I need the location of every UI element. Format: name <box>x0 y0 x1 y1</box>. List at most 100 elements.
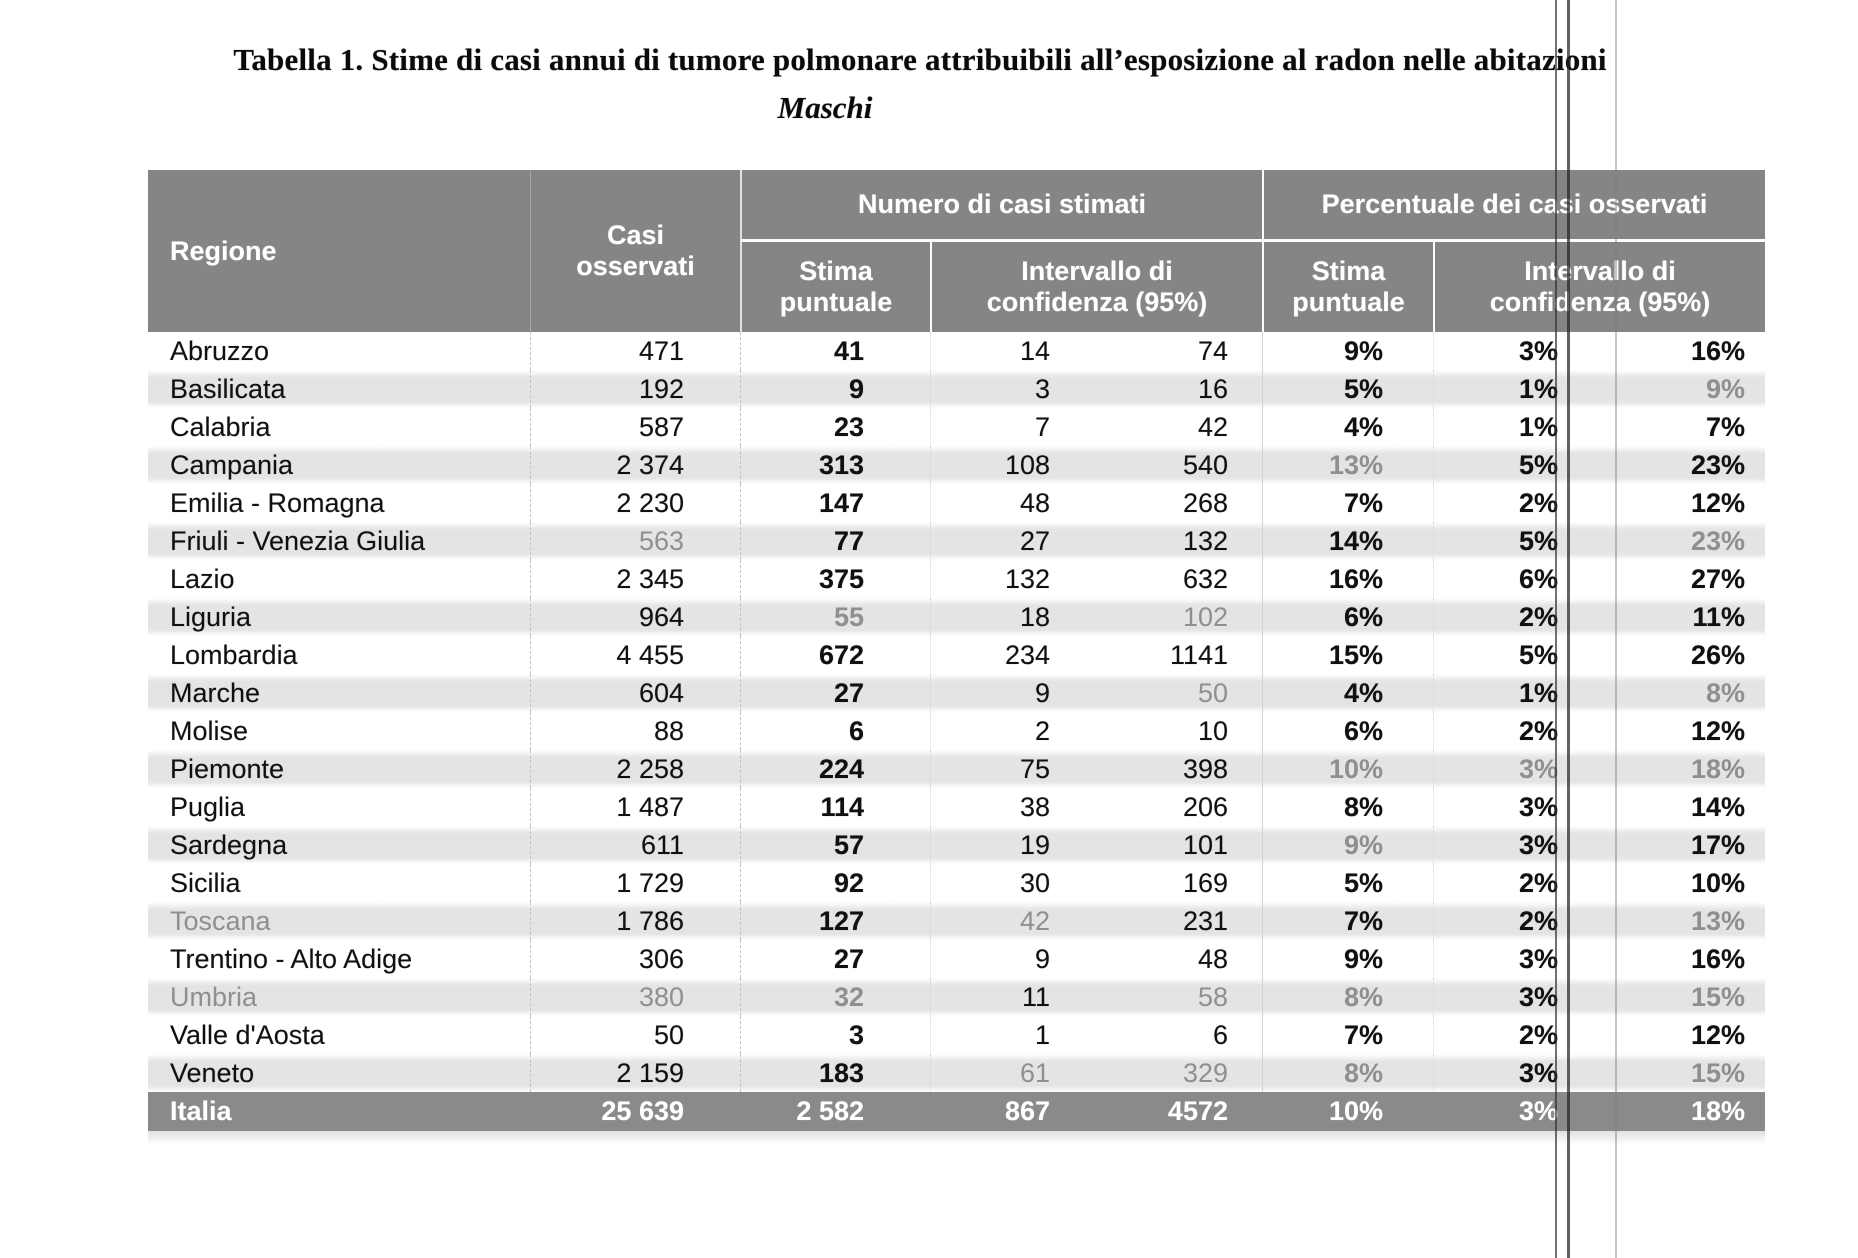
cell-pct: 15% <box>1262 636 1433 674</box>
cell-ic-high: 169 <box>1182 868 1228 898</box>
cell-pct-low: 3% <box>1433 978 1590 1016</box>
cell-ic-high: 4572 <box>1167 1096 1228 1126</box>
cell-pct-low: 3% <box>1433 940 1590 978</box>
cell-ic-low: 7 <box>930 408 1090 446</box>
cell-pct-low: 3% <box>1433 826 1590 864</box>
cell-pct-high: 12% <box>1690 488 1745 518</box>
cell-ic-low: 867 <box>1004 1096 1050 1126</box>
header-stima-puntuale-1: Stima puntuale <box>740 242 930 332</box>
header-intervallo-confidenza-1: Intervallo di confidenza (95%) <box>930 242 1262 332</box>
cell-pct-low: 1% <box>1433 674 1590 712</box>
cell-region: Umbria <box>170 982 258 1012</box>
cell-stima: 92 <box>740 864 930 902</box>
cell-ic-low: 234 <box>930 636 1090 674</box>
table-row: Toscana 1 786 127 42 231 7% 2% 13% <box>148 902 1765 940</box>
table-row: Valle d'Aosta 50 3 1 6 7% 2% 12% <box>148 1016 1765 1054</box>
cell-pct-high: 23% <box>1690 450 1745 480</box>
cell-stima: 2 582 <box>796 1096 864 1126</box>
cell-pct: 8% <box>1262 788 1433 826</box>
cell-pct-high: 14% <box>1690 792 1745 822</box>
cell-pct-high: 26% <box>1690 640 1745 670</box>
cell-ic-low: 30 <box>930 864 1090 902</box>
cell-region: Sicilia <box>170 868 241 898</box>
cell-pct-low: 2% <box>1433 484 1590 522</box>
cell-pct: 5% <box>1262 370 1433 408</box>
cell-region: Campania <box>170 450 294 480</box>
cell-casi: 2 159 <box>530 1054 740 1092</box>
cell-ic-high: 6 <box>1212 1020 1228 1050</box>
cell-stima: 114 <box>740 788 930 826</box>
cell-ic-high: 58 <box>1197 982 1228 1012</box>
cell-ic-low: 75 <box>930 750 1090 788</box>
cell-ic-high: 206 <box>1182 792 1228 822</box>
cell-region: Sardegna <box>170 830 288 860</box>
cell-stima: 224 <box>740 750 930 788</box>
cell-ic-high: 48 <box>1197 944 1228 974</box>
cell-casi: 471 <box>530 332 740 370</box>
cell-pct-high: 15% <box>1690 982 1745 1012</box>
cell-region: Friuli - Venezia Giulia <box>170 526 426 556</box>
table-row: Lazio 2 345 375 132 632 16% 6% 27% <box>148 560 1765 598</box>
cell-ic-high: 268 <box>1182 488 1228 518</box>
cell-pct-high: 16% <box>1690 336 1745 366</box>
cell-pct-low: 3% <box>1433 1054 1590 1092</box>
cell-region: Trentino - Alto Adige <box>170 944 413 974</box>
cell-ic-low: 14 <box>930 332 1090 370</box>
cell-ic-low: 9 <box>930 940 1090 978</box>
table-row: Emilia - Romagna 2 230 147 48 268 7% 2% 12% <box>148 484 1765 522</box>
cell-pct-low: 3% <box>1433 332 1590 370</box>
cell-casi: 2 230 <box>530 484 740 522</box>
cell-ic-low: 1 <box>930 1016 1090 1054</box>
cell-region: Abruzzo <box>170 336 270 366</box>
cell-ic-low: 3 <box>930 370 1090 408</box>
cell-region: Veneto <box>170 1058 255 1088</box>
cell-stima: 27 <box>740 674 930 712</box>
cell-ic-low: 108 <box>930 446 1090 484</box>
cell-pct: 9% <box>1262 940 1433 978</box>
cell-pct-high: 23% <box>1690 526 1745 556</box>
cell-casi: 2 345 <box>530 560 740 598</box>
cell-pct: 13% <box>1262 446 1433 484</box>
cell-region: Italia <box>170 1096 232 1126</box>
cell-ic-high: 101 <box>1182 830 1228 860</box>
cell-pct: 14% <box>1262 522 1433 560</box>
radon-lung-cancer-table: Regione Casi osservati Numero di casi st… <box>148 170 1765 1145</box>
cell-casi: 380 <box>530 978 740 1016</box>
table-row: Campania 2 374 313 108 540 13% 5% 23% <box>148 446 1765 484</box>
cell-ic-high: 102 <box>1182 602 1228 632</box>
table-row: Puglia 1 487 114 38 206 8% 3% 14% <box>148 788 1765 826</box>
cell-region: Calabria <box>170 412 271 442</box>
cell-casi: 25 639 <box>601 1096 684 1126</box>
cell-stima: 27 <box>740 940 930 978</box>
cell-ic-high: 16 <box>1197 374 1228 404</box>
cell-pct: 9% <box>1262 332 1433 370</box>
cell-stima: 57 <box>740 826 930 864</box>
cell-stima: 41 <box>740 332 930 370</box>
table-row: Abruzzo 471 41 14 74 9% 3% 16% <box>148 332 1765 370</box>
cell-pct-high: 18% <box>1690 754 1745 784</box>
header-group-percentuale-casi-osservati: Percentuale dei casi osservati <box>1262 170 1765 242</box>
cell-pct-high: 12% <box>1690 716 1745 746</box>
cell-casi: 563 <box>530 522 740 560</box>
table-row: Liguria 964 55 18 102 6% 2% 11% <box>148 598 1765 636</box>
header-casi-osservati: Casi osservati <box>530 170 740 332</box>
table-row: Veneto 2 159 183 61 329 8% 3% 15% <box>148 1054 1765 1092</box>
total-row-italia: Italia 25 639 2 582 867 4572 10% 3% 18% <box>148 1092 1765 1131</box>
cell-region: Liguria <box>170 602 252 632</box>
cell-pct: 10% <box>1328 1096 1383 1126</box>
cell-pct-low: 3% <box>1518 1096 1558 1126</box>
cell-ic-high: 42 <box>1197 412 1228 442</box>
cell-casi: 964 <box>530 598 740 636</box>
scan-smudge <box>148 1131 1765 1145</box>
cell-ic-low: 27 <box>930 522 1090 560</box>
table-row: Calabria 587 23 7 42 4% 1% 7% <box>148 408 1765 446</box>
cell-pct: 10% <box>1262 750 1433 788</box>
cell-ic-high: 132 <box>1182 526 1228 556</box>
cell-stima: 77 <box>740 522 930 560</box>
cell-region: Emilia - Romagna <box>170 488 385 518</box>
cell-pct-high: 12% <box>1690 1020 1745 1050</box>
table-row: Basilicata 192 9 3 16 5% 1% 9% <box>148 370 1765 408</box>
cell-ic-high: 329 <box>1182 1058 1228 1088</box>
table-row: Umbria 380 32 11 58 8% 3% 15% <box>148 978 1765 1016</box>
cell-stima: 3 <box>740 1016 930 1054</box>
